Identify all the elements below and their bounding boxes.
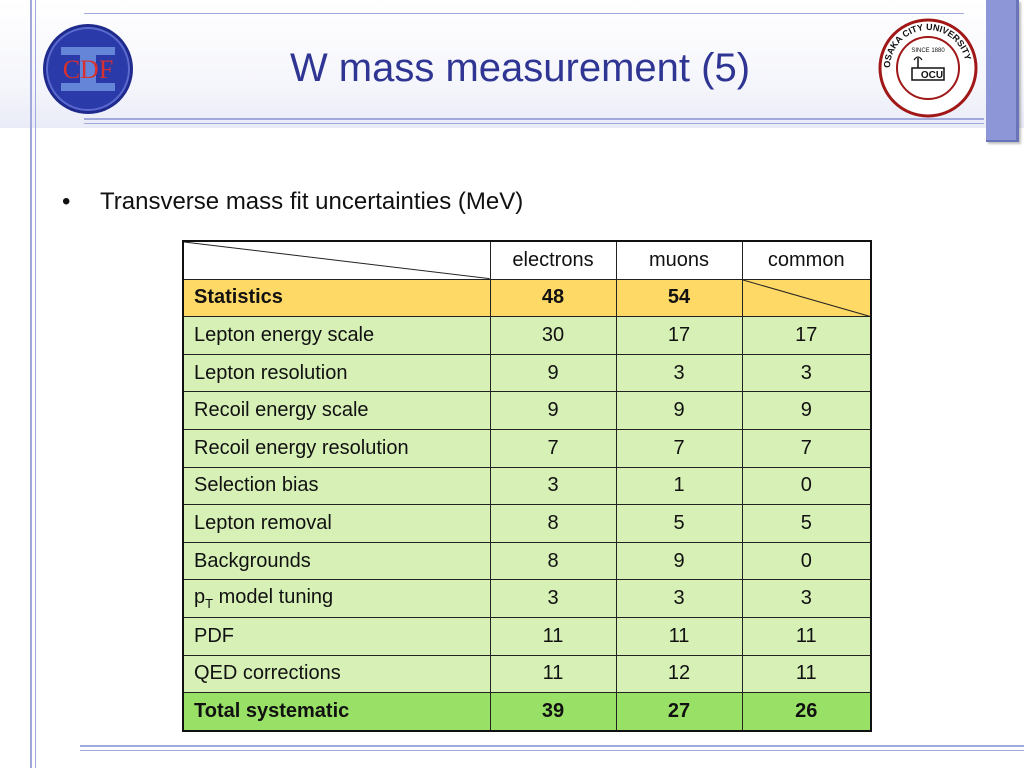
value-electrons: 8 [489, 504, 617, 543]
row-label: Lepton removal [182, 504, 491, 543]
value-muons: 54 [615, 278, 743, 318]
statistics-row: Statistics 48 54 [182, 278, 872, 318]
value-muons: 9 [615, 541, 743, 581]
value-electrons: 7 [489, 428, 617, 468]
bullet-item: • Transverse mass fit uncertainties (MeV… [62, 188, 523, 216]
value-common: 0 [741, 466, 872, 506]
value-common: 11 [741, 654, 872, 694]
header-common: common [741, 240, 872, 280]
value-muons: 5 [615, 504, 743, 543]
value-electrons: 3 [489, 466, 617, 506]
value-electrons: 39 [489, 692, 617, 732]
value-muons: 3 [615, 353, 743, 393]
title-underline-thin [84, 123, 984, 124]
top-rule [84, 13, 964, 14]
common-diagonal-cell [741, 278, 872, 318]
uncertainty-table: electrons muons common Statistics 48 54 … [182, 240, 872, 732]
table-row: Lepton removal 8 5 5 [182, 504, 872, 543]
table-row: Backgrounds 8 9 0 [182, 541, 872, 581]
value-muons: 12 [615, 654, 743, 694]
bottom-rule-thin [80, 750, 1024, 751]
table-row: Recoil energy resolution 7 7 7 [182, 428, 872, 468]
value-common: 0 [741, 541, 872, 581]
value-electrons: 11 [489, 616, 617, 656]
row-label: Selection bias [182, 466, 491, 506]
table-row: Selection bias 3 1 0 [182, 466, 872, 506]
value-common: 11 [741, 616, 872, 656]
label-subscript-t: T [205, 596, 214, 612]
header-band [0, 0, 1024, 128]
value-common: 3 [741, 353, 872, 393]
value-electrons: 8 [489, 541, 617, 581]
svg-text:CDF: CDF [63, 55, 114, 84]
value-muons: 7 [615, 428, 743, 468]
value-muons: 9 [615, 391, 743, 430]
row-label: Lepton resolution [182, 353, 491, 393]
bullet-text: Transverse mass fit uncertainties (MeV) [100, 188, 524, 215]
right-accent-bar [986, 0, 1019, 142]
value-muons: 11 [615, 616, 743, 656]
value-electrons: 11 [489, 654, 617, 694]
value-common: 7 [741, 428, 872, 468]
row-label: Statistics [182, 278, 491, 318]
value-electrons: 30 [489, 316, 617, 355]
table-header-row: electrons muons common [182, 240, 872, 280]
value-common: 17 [741, 316, 872, 355]
row-label: PDF [182, 616, 491, 656]
value-electrons: 9 [489, 353, 617, 393]
left-vertical-rule-inner [35, 0, 36, 768]
table-row: PDF 11 11 11 [182, 616, 872, 656]
value-muons: 17 [615, 316, 743, 355]
row-label: Recoil energy scale [182, 391, 491, 430]
label-rest: model tuning [213, 586, 334, 609]
value-electrons: 48 [489, 278, 617, 318]
value-muons: 3 [615, 579, 743, 618]
left-vertical-rule [30, 0, 32, 768]
row-label: Total systematic [182, 692, 491, 732]
row-label: Recoil energy resolution [182, 428, 491, 468]
value-muons: 27 [615, 692, 743, 732]
row-label: QED corrections [182, 654, 491, 694]
value-common: 26 [741, 692, 872, 732]
bullet-dot-icon: • [62, 188, 71, 215]
row-label: pT model tuning [182, 579, 491, 618]
slide-title: W mass measurement (5) [289, 46, 751, 90]
header-muons: muons [615, 240, 743, 280]
svg-text:SINCE 1880: SINCE 1880 [911, 48, 945, 54]
label-p: p [194, 586, 206, 609]
value-electrons: 9 [489, 391, 617, 430]
value-common: 3 [741, 579, 872, 618]
header-electrons: electrons [489, 240, 617, 280]
corner-diagonal-cell [182, 240, 491, 280]
title-underline [84, 118, 984, 120]
svg-text:OCU: OCU [921, 70, 943, 81]
total-systematic-row: Total systematic 39 27 26 [182, 692, 872, 732]
bottom-rule [80, 745, 1024, 747]
table-row: Recoil energy scale 9 9 9 [182, 391, 872, 430]
table-row: Lepton resolution 9 3 3 [182, 353, 872, 393]
value-electrons: 3 [489, 579, 617, 618]
osaka-city-university-seal: OSAKA CITY UNIVERSITY SINCE 1880 OCU [878, 18, 978, 118]
value-common: 9 [741, 391, 872, 430]
row-label: Backgrounds [182, 541, 491, 581]
value-common: 5 [741, 504, 872, 543]
table-row: pT model tuning 3 3 3 [182, 579, 872, 618]
value-muons: 1 [615, 466, 743, 506]
cdf-logo: CDF [41, 22, 135, 116]
row-label: Lepton energy scale [182, 316, 491, 355]
table-row: Lepton energy scale 30 17 17 [182, 316, 872, 355]
table-row: QED corrections 11 12 11 [182, 654, 872, 694]
